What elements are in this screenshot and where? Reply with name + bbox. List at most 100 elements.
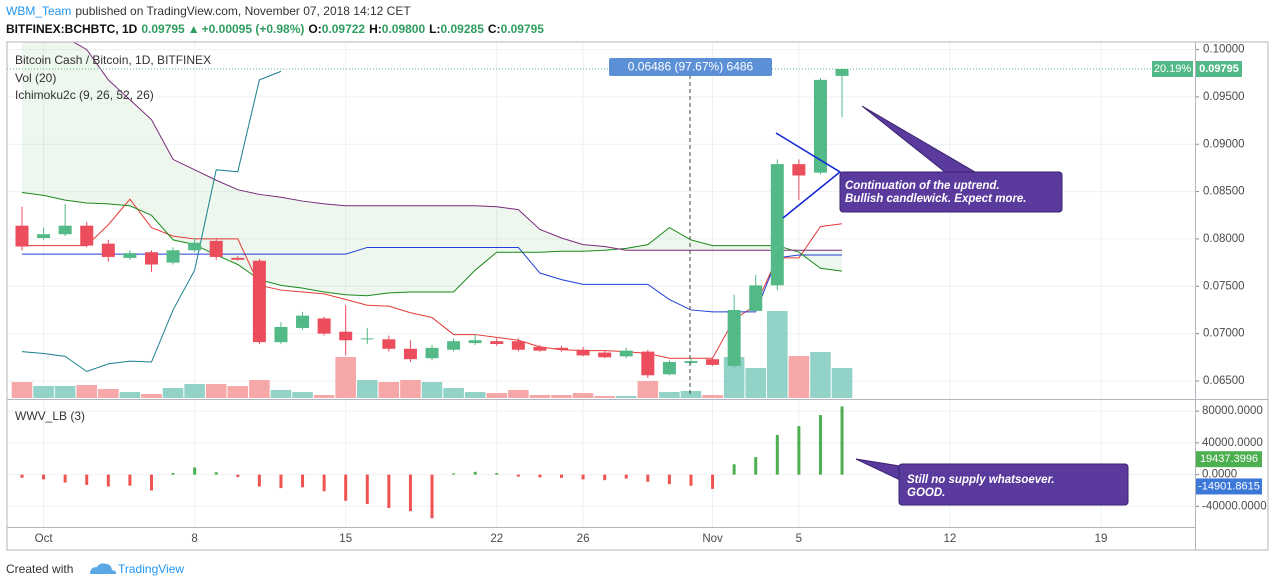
candle-body [576,349,590,356]
candle-body [58,225,72,235]
indicator-bar [430,474,434,519]
y-tick-label: 0.08000 [1203,233,1245,245]
last-price-box [1196,60,1242,77]
candle-body [706,359,720,365]
candle-body [813,79,827,173]
indicator-bar [452,473,456,475]
measure-box [609,58,772,76]
volume-bar [810,352,831,398]
x-tick-label: 12 [944,533,957,545]
y-tick-label: 0.09500 [1203,91,1245,103]
volume-bar [443,388,464,398]
volume-bar [119,392,141,398]
indicator-bar [128,474,132,486]
volume-bar [33,386,54,398]
indicator-bar [42,474,46,480]
x-tick-label: 22 [490,533,503,545]
candle-body [403,348,417,360]
logo[interactable] [90,563,117,574]
candle-body [533,346,547,351]
indicator-bar [63,474,67,483]
candle-body [15,225,29,247]
candle-body [166,250,180,263]
legend-volume: Vol (20) [15,71,56,85]
y-tick-label: -40000.0000 [1202,500,1267,512]
indicator-bar [711,474,715,489]
candle-body [468,340,482,344]
candle-body [490,341,504,345]
x-tick-label: Nov [702,533,723,545]
frame [6,41,1269,551]
volume-bar [723,357,745,398]
value-marker [1196,451,1262,468]
ohlc-label: L: [429,22,440,36]
indicator-bar [603,474,607,481]
indicator-bar [257,474,261,487]
volume-bar [378,382,400,398]
x-tick-label: 26 [577,533,590,545]
volume-bar [54,386,76,398]
candle-body [619,350,633,357]
footer-brand[interactable]: TradingView [118,562,184,576]
volume-bar [637,381,659,398]
price-change-box [1152,60,1193,77]
published: published on TradingView.com, November 0… [75,4,411,18]
y-tick-label: 0.08500 [1203,186,1245,198]
candle-body [511,341,525,350]
y-tick-label: 0.07500 [1203,280,1245,292]
volume-bar [76,385,98,398]
indicator-bar [344,474,348,501]
main-pane [7,42,1195,398]
ichimoku-line [21,192,843,297]
candle-body [749,285,763,311]
candle-body [123,253,137,258]
chart-title: Bitcoin Cash / Bitcoin, 1D, BITFINEX [15,53,211,67]
author[interactable]: WBM_Team [6,4,71,18]
volume-bar [702,395,723,398]
volume-bar [788,356,810,398]
candle-body [425,347,439,359]
candle-body [447,341,461,350]
ohlc-value: 0.09285 [441,22,485,36]
indicator-bar [171,473,175,475]
volume-bar [227,386,249,398]
callout-text: Continuation of the uptrend. [845,180,1000,192]
measure-label: 0.06486 (97.67%) 6486 [628,60,754,74]
candle-body [382,339,396,349]
callout-text: GOOD. [907,487,945,499]
volume-bar [464,392,486,398]
indicator-bar [732,464,736,475]
candle-body [37,234,51,238]
volume-bar [831,368,853,398]
candle-body [101,243,115,257]
indicator-bar [495,473,499,475]
indicator-bar [754,457,758,475]
candle-body [274,326,288,343]
indicator-bar [646,474,650,482]
indicator-title: WWV_LB (3) [15,409,85,423]
arrow: ▲ [188,22,200,36]
indicator-bar [279,474,283,489]
indicator-bar [689,474,693,486]
candle-body [641,351,655,376]
ohlc-label: H: [369,22,382,36]
y-tick-label: 0.0000 [1202,469,1237,481]
ohlc-label: C: [488,22,501,36]
callout-box [839,171,1063,213]
indicator-bar [581,474,585,480]
volume-bar [335,357,356,398]
callout-box [898,463,1129,506]
ichimoku-line [21,70,282,373]
volume-bar [680,391,702,398]
indicator-bar [538,474,542,478]
volume-bar [594,396,615,398]
indicator-bar [106,474,110,487]
cloud [22,42,843,296]
candle-body [317,318,331,334]
y-tick-label: 40000.0000 [1202,437,1263,449]
candle-body [209,240,223,257]
indicator-bar [516,474,520,477]
volume-bar [270,390,292,398]
candle-body [296,315,310,328]
volume-bar [98,389,119,398]
